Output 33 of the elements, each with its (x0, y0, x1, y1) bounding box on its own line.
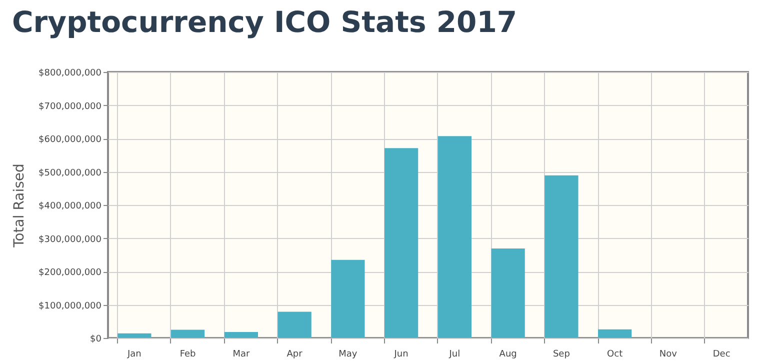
bar (544, 175, 578, 338)
y-tick-label: $600,000,000 (38, 135, 102, 145)
bar (278, 312, 312, 338)
x-tick-label: Mar (232, 350, 250, 360)
bar (438, 136, 472, 338)
y-tick-label: $100,000,000 (38, 301, 102, 312)
x-tick-label: Jan (126, 350, 142, 360)
bar (598, 329, 632, 338)
x-tick-label: Apr (286, 350, 303, 360)
x-tick-label: Jul (448, 350, 460, 360)
bar (384, 148, 418, 338)
x-tick-label: Oct (607, 350, 624, 360)
y-tick-label: $0 (90, 334, 102, 344)
y-tick-label: $400,000,000 (38, 202, 102, 212)
x-tick-label: Sep (552, 350, 570, 360)
x-tick-label: May (338, 350, 358, 360)
x-tick-label: Feb (180, 350, 196, 360)
bar (118, 333, 152, 338)
bar (491, 248, 525, 338)
bar (224, 332, 258, 338)
y-tick-label: $800,000,000 (38, 68, 102, 78)
x-tick-label: Aug (499, 350, 517, 360)
y-tick-label: $700,000,000 (38, 102, 102, 112)
bar (170, 330, 205, 338)
y-tick-label: $300,000,000 (38, 234, 102, 245)
y-tick-label: $500,000,000 (38, 168, 102, 178)
bar (331, 260, 365, 338)
y-axis-title: Total Raised (12, 164, 28, 248)
chart-title: Cryptocurrency ICO Stats 2017 (12, 5, 518, 39)
x-tick-label: Jun (393, 350, 408, 360)
x-tick-label: Dec (712, 350, 730, 360)
x-tick-label: Nov (659, 350, 678, 360)
y-tick-label: $200,000,000 (38, 268, 102, 278)
